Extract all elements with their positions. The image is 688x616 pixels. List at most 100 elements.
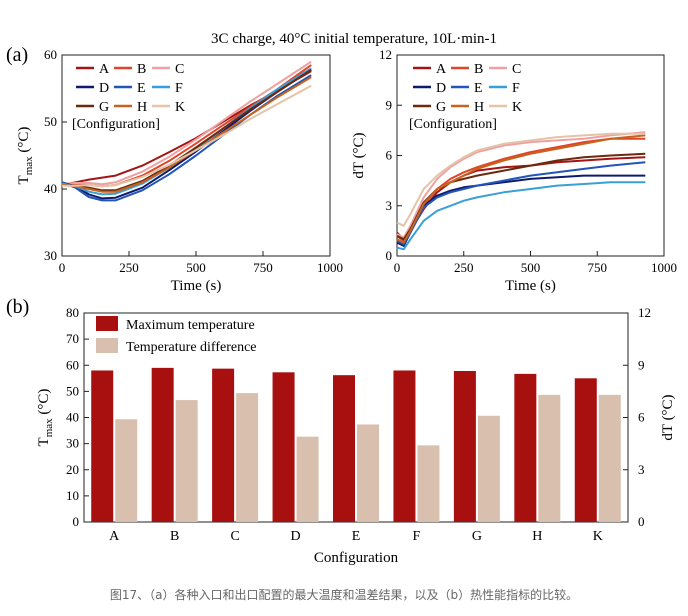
bar-temp-diff-d — [296, 436, 319, 522]
legend-label-c: C — [512, 62, 521, 77]
x-tick-label: 1000 — [317, 260, 343, 275]
legend-title: [Configuration] — [409, 117, 497, 132]
x-tick-label: 750 — [253, 260, 273, 275]
x-tick-label: 500 — [186, 260, 206, 275]
legend-title: [Configuration] — [72, 117, 160, 132]
bar-max-temp-k — [574, 378, 597, 522]
legend-label-g: G — [99, 100, 109, 115]
series-line-d — [396, 174, 646, 247]
y-tick-label: 50 — [66, 383, 79, 398]
legend-label-b: B — [474, 62, 483, 77]
x-tick-label: 0 — [394, 260, 401, 275]
y2-axis-label: dT (°C) — [660, 394, 676, 440]
y-tick-label: 9 — [386, 97, 393, 112]
x-axis-label: Configuration — [314, 550, 399, 566]
figure-canvas: 3C charge, 40°C initial temperature, 10L… — [6, 31, 677, 566]
x-tick-label: 1000 — [651, 260, 677, 275]
y-axis-label: dT (°C) — [351, 132, 367, 178]
y-tick-label: 30 — [44, 248, 57, 263]
y2-tick-label: 0 — [638, 514, 645, 529]
series-line-h — [396, 134, 646, 244]
x-tick-label: E — [352, 529, 361, 544]
x-tick-label: 0 — [59, 260, 66, 275]
bar-max-temp-d — [272, 372, 295, 522]
series-line-c — [396, 131, 646, 239]
panel-a-label: (a) — [6, 44, 28, 66]
y2-tick-label: 9 — [638, 357, 645, 372]
y-tick-label: 12 — [379, 47, 392, 62]
legend-label-d: D — [436, 81, 446, 96]
bar-max-temp-g — [453, 370, 476, 522]
legend-label-e: E — [137, 81, 146, 96]
x-tick-label: A — [109, 529, 120, 544]
x-tick-label: H — [532, 529, 542, 544]
x-tick-label: C — [230, 529, 239, 544]
y-tick-label: 10 — [66, 488, 79, 503]
bar-temp-diff-b — [175, 400, 198, 522]
legend-label-f: F — [512, 81, 520, 96]
y2-tick-label: 12 — [638, 305, 651, 320]
comparison-bar-chart: 0 10 20 30 40 50 60 70 80 0 3 6 9 12 A B C D E F G H K Configur… — [36, 305, 676, 566]
figure-caption: 图17、（a）各种入口和出口配置的最大温度和温差结果，以及（b）热性能指标的比较… — [109, 588, 579, 602]
y-tick-label: 30 — [66, 436, 79, 451]
series-line-c — [61, 60, 312, 186]
bar-max-temp-e — [333, 375, 355, 522]
bar-temp-diff-a — [115, 419, 138, 522]
legend-label-h: H — [474, 100, 484, 115]
y-tick-label: 40 — [66, 410, 79, 425]
bar-temp-diff-h — [538, 394, 561, 522]
bar-temp-diff-c — [236, 393, 259, 522]
series-line-k — [62, 84, 312, 188]
bar-temp-diff-e — [357, 424, 379, 522]
x-tick-label: G — [472, 529, 482, 544]
series-line-f — [396, 181, 646, 251]
y-tick-label: 0 — [73, 514, 80, 529]
bar-max-temp-a — [91, 370, 114, 522]
legend-label-b: B — [137, 62, 146, 77]
x-tick-label: F — [413, 529, 421, 544]
y-tick-label: 20 — [66, 462, 79, 477]
x-tick-label: 750 — [588, 260, 608, 275]
legend-label-temp-diff: Temperature difference — [126, 340, 257, 355]
y2-tick-label: 6 — [638, 410, 645, 425]
series-line-g — [61, 68, 312, 192]
legend-label-a: A — [99, 62, 110, 77]
x-tick-label: D — [290, 529, 300, 544]
legend-swatch-temp-diff — [96, 338, 118, 353]
y-tick-label: 70 — [66, 331, 79, 346]
figure-title: 3C charge, 40°C initial temperature, 10L… — [211, 31, 497, 47]
bar-max-temp-b — [151, 367, 174, 522]
x-tick-label: 250 — [454, 260, 474, 275]
bar-temp-diff-f — [417, 445, 440, 522]
x-tick-label: B — [170, 529, 179, 544]
y-tick-label: 3 — [386, 198, 393, 213]
x-tick-label: 250 — [119, 260, 139, 275]
legend-label-d: D — [99, 81, 109, 96]
legend-label-a: A — [436, 62, 447, 77]
y-axis-label: Tmax (°C) — [36, 389, 55, 447]
x-axis-label: Time (s) — [171, 278, 222, 294]
y-tick-label: 60 — [44, 47, 57, 62]
legend-label-c: C — [175, 62, 184, 77]
legend-label-k: K — [175, 100, 185, 115]
series-line-k — [396, 132, 646, 227]
bar-max-temp-f — [393, 370, 416, 522]
x-tick-label: K — [593, 529, 603, 544]
bar-max-temp-c — [212, 368, 235, 522]
bar-temp-diff-g — [477, 415, 500, 522]
bar-temp-diff-k — [598, 394, 621, 522]
y2-tick-label: 3 — [638, 462, 645, 477]
y-tick-label: 80 — [66, 305, 79, 320]
x-axis-label: Time (s) — [505, 278, 556, 294]
panel-b-label: (b) — [6, 296, 29, 318]
dt-line-chart: 0 250 500 750 1000 0 3 6 9 12 Time (s) dT (°C) A B C D E… — [351, 47, 677, 294]
legend-swatch-max-temp — [96, 316, 118, 331]
y-tick-label: 6 — [386, 148, 393, 163]
x-tick-label: 500 — [521, 260, 541, 275]
y-tick-label: 0 — [386, 248, 393, 263]
legend-label-max-temp: Maximum temperature — [126, 318, 255, 333]
legend-label-f: F — [175, 81, 183, 96]
legend-label-g: G — [436, 100, 446, 115]
legend-label-h: H — [137, 100, 147, 115]
y-axis-label: Tmax (°C) — [16, 127, 35, 185]
